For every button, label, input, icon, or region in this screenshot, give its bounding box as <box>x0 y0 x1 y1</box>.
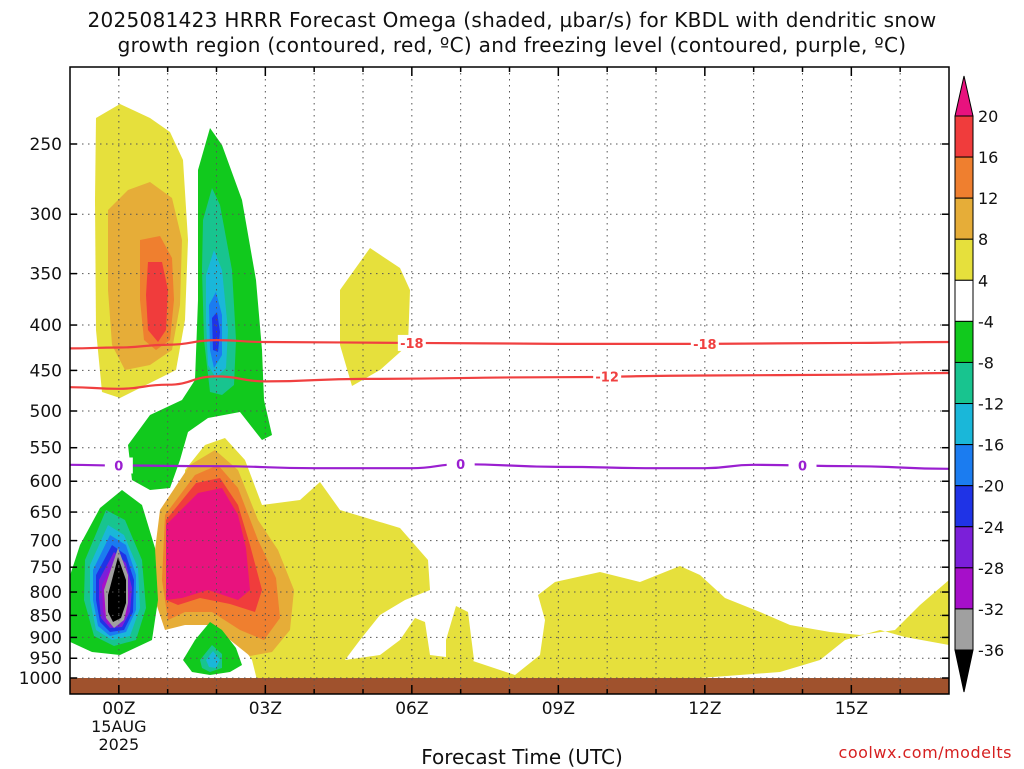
y-tick-label: 800 <box>30 583 62 603</box>
credit-text: coolwx.com/modelts <box>838 743 1012 762</box>
y-tick-label: 250 <box>30 135 62 155</box>
x-tick-label: 06Z <box>395 699 428 719</box>
contour-label-bg <box>593 368 622 385</box>
contour-label: 0 <box>114 460 123 475</box>
contour-line <box>70 463 949 470</box>
x-tick-label: 00Z <box>102 699 135 719</box>
colorbar-label: -4 <box>978 312 994 331</box>
colorbar-band <box>954 361 974 405</box>
contour-label-bg <box>690 335 719 352</box>
colorbar-band <box>954 279 974 322</box>
colorbar-label: -32 <box>978 600 1004 619</box>
contour-label: -18 <box>693 338 717 353</box>
chart-title-line-2: growth region (contoured, red, ºC) and f… <box>117 33 907 57</box>
omega-region-black <box>108 557 126 622</box>
y-tick-label: 550 <box>30 439 62 459</box>
y-tick-label: 750 <box>30 558 62 578</box>
colorbar-label: 12 <box>978 189 998 208</box>
colorbar-band <box>954 197 974 240</box>
colorbar-band <box>954 156 974 199</box>
colorbar-label: 4 <box>978 271 988 290</box>
y-tick-label: 600 <box>30 472 62 492</box>
omega-region-cyan <box>206 651 220 668</box>
colorbar-label: -8 <box>978 353 994 372</box>
colorbar-band <box>954 320 974 363</box>
contour-line <box>70 371 949 390</box>
colorbar-label: -24 <box>978 518 1004 537</box>
colorbar-band <box>954 238 974 281</box>
colorbar-band <box>954 526 974 569</box>
colorbar-bottom-arrow <box>954 649 974 693</box>
colorbar-label: -20 <box>978 477 1004 496</box>
y-tick-label: 1000 <box>19 669 62 689</box>
colorbar-label: -16 <box>978 436 1004 455</box>
x-date-label: 2025 <box>98 735 139 754</box>
x-tick-label: 03Z <box>249 699 282 719</box>
colorbar-band <box>954 608 974 651</box>
colorbar-band <box>954 115 974 158</box>
y-tick-label: 500 <box>30 402 62 422</box>
contour-label: -18 <box>400 337 424 352</box>
y-tick-label: 350 <box>30 265 62 285</box>
contour-label: -12 <box>595 371 619 386</box>
contour-label-bg <box>788 457 817 474</box>
colorbar-label: -28 <box>978 559 1004 578</box>
y-tick-label: 850 <box>30 606 62 626</box>
y-tick-label: 650 <box>30 503 62 523</box>
omega-region-yellow <box>340 248 410 386</box>
x-date-label: 15AUG <box>91 717 146 736</box>
colorbar-band <box>954 567 974 610</box>
y-tick-label: 300 <box>30 205 62 225</box>
x-axis-title: Forecast Time (UTC) <box>421 745 623 769</box>
colorbar-label: -36 <box>978 641 1004 660</box>
y-axis: 2503003504004505005506006507007508008509… <box>19 135 949 689</box>
y-tick-label: 450 <box>30 361 62 381</box>
contour-label: 0 <box>456 458 465 473</box>
y-tick-label: 700 <box>30 532 62 552</box>
omega-region-yellow <box>185 438 949 684</box>
contour-label-bg <box>104 457 133 474</box>
colorbar-label: 16 <box>978 148 998 167</box>
y-tick-label: 900 <box>30 628 62 648</box>
temperature-contours: -18 -18 -12 0 0 0 <box>70 334 949 475</box>
colorbar-band <box>954 403 974 446</box>
omega-region-red <box>146 262 168 342</box>
y-tick-label: 950 <box>30 649 62 669</box>
x-tick-label: 15Z <box>835 699 868 719</box>
colorbar-legend: 20 16 12 8 4 -4 -8 -12 -16 -20 -24 -28 -32 -36 <box>954 75 1004 693</box>
omega-region-magenta <box>166 488 250 600</box>
colorbar-band <box>954 444 974 487</box>
colorbar-top-arrow <box>954 75 974 117</box>
contour-label: 0 <box>798 460 807 475</box>
omega-region-green <box>128 128 272 490</box>
y-tick-label: 400 <box>30 316 62 336</box>
colorbar-label: 8 <box>978 230 988 249</box>
colorbar-label: -12 <box>978 395 1004 414</box>
contour-label-bg <box>446 456 475 473</box>
colorbar-label: 20 <box>978 107 998 126</box>
contour-label-bg <box>397 334 426 351</box>
colorbar-band <box>954 485 974 528</box>
x-tick-label: 09Z <box>542 699 575 719</box>
chart-title-line-1: 2025081423 HRRR Forecast Omega (shaded, … <box>87 8 937 32</box>
x-tick-label: 12Z <box>688 699 721 719</box>
